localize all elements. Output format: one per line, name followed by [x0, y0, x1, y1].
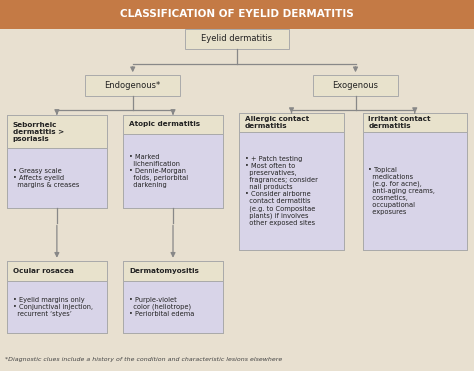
Text: Irritant contact
dermatitis: Irritant contact dermatitis — [368, 116, 431, 129]
Text: Ocular rosacea: Ocular rosacea — [13, 268, 73, 274]
Text: Exogenous: Exogenous — [332, 81, 379, 90]
FancyBboxPatch shape — [7, 115, 107, 148]
Text: • Eyelid margins only
• Conjunctival injection,
  recurrent ‘styes’: • Eyelid margins only • Conjunctival inj… — [13, 297, 93, 317]
FancyBboxPatch shape — [7, 148, 107, 208]
Text: Atopic dermatitis: Atopic dermatitis — [129, 121, 200, 127]
Text: CLASSIFICATION OF EYELID DERMATITIS: CLASSIFICATION OF EYELID DERMATITIS — [120, 10, 354, 19]
Text: • + Patch testing
• Most often to
  preservatives,
  fragrances; consider
  nail: • + Patch testing • Most often to preser… — [245, 156, 318, 226]
Text: Allergic contact
dermatitis: Allergic contact dermatitis — [245, 116, 309, 129]
FancyBboxPatch shape — [185, 29, 289, 49]
FancyBboxPatch shape — [85, 75, 180, 95]
Text: • Purple-violet
  color (heliotrope)
• Periorbital edema: • Purple-violet color (heliotrope) • Per… — [129, 297, 194, 317]
Bar — [0, 0, 474, 29]
FancyBboxPatch shape — [123, 281, 223, 333]
Text: *Diagnostic clues include a history of the condition and characteristic lesions : *Diagnostic clues include a history of t… — [5, 357, 282, 362]
FancyBboxPatch shape — [123, 260, 223, 281]
FancyBboxPatch shape — [313, 75, 398, 95]
FancyBboxPatch shape — [239, 132, 344, 250]
Text: • Topical
  medications
  (e.g. for acne),
  anti-aging creams,
  cosmetics,
  o: • Topical medications (e.g. for acne), a… — [368, 167, 435, 215]
FancyBboxPatch shape — [7, 281, 107, 333]
FancyBboxPatch shape — [363, 113, 467, 132]
FancyBboxPatch shape — [363, 132, 467, 250]
FancyBboxPatch shape — [123, 134, 223, 208]
Text: Eyelid dermatitis: Eyelid dermatitis — [201, 35, 273, 43]
Text: • Marked
  lichenification
• Dennie-Morgan
  folds, periorbital
  darkening: • Marked lichenification • Dennie-Morgan… — [129, 154, 188, 188]
Text: Dermatomyositis: Dermatomyositis — [129, 268, 199, 274]
FancyBboxPatch shape — [7, 260, 107, 281]
Text: Endogenous*: Endogenous* — [105, 81, 161, 90]
Text: • Greasy scale
• Affects eyelid
  margins & creases: • Greasy scale • Affects eyelid margins … — [13, 168, 79, 188]
FancyBboxPatch shape — [123, 115, 223, 134]
Text: Seborrheic
dermatitis >
psoriasis: Seborrheic dermatitis > psoriasis — [13, 122, 64, 142]
FancyBboxPatch shape — [239, 113, 344, 132]
